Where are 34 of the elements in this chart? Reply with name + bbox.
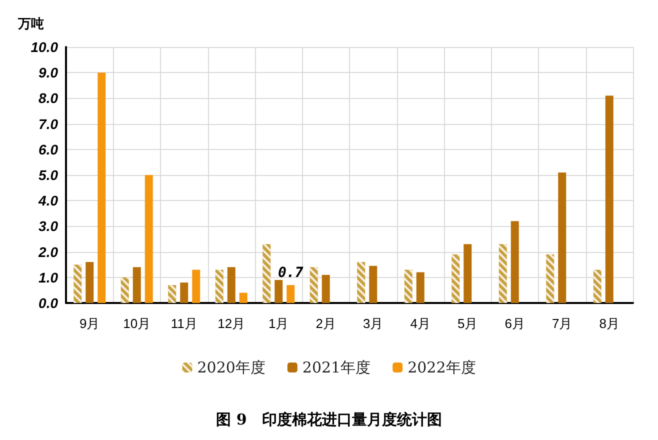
text: 图 9 印度棉花进口量月度统计图 — [216, 410, 442, 428]
x-tick-label: 4月 — [410, 316, 430, 331]
bar — [144, 175, 153, 303]
y-tick-label: 5.0 — [38, 167, 58, 183]
x-tick-label: 10月 — [123, 316, 151, 331]
x-tick-label: 9月 — [80, 316, 100, 331]
bar — [192, 270, 200, 303]
bar — [239, 292, 248, 303]
y-tick-label: 7.0 — [38, 116, 58, 132]
y-tick-label: 4.0 — [38, 192, 58, 209]
x-tick-label: 6月 — [504, 316, 525, 331]
bar — [98, 72, 106, 303]
x-tick-label: 2月 — [316, 316, 336, 331]
x-tick-label: 1月 — [268, 316, 289, 331]
x-tick-label: 8月 — [599, 316, 620, 331]
data-label: 0.7 — [278, 265, 304, 282]
y-tick-label: 6.0 — [38, 141, 58, 158]
y-axis-title: 万吨 — [17, 17, 44, 32]
legend-label: 2022年度 — [408, 358, 476, 376]
x-tick-label: 7月 — [552, 316, 572, 331]
bar — [286, 285, 295, 303]
x-tick-label: 11月 — [170, 316, 198, 331]
x-tick-label: 5月 — [458, 316, 478, 331]
legend-label: 2020年度 — [197, 358, 266, 376]
y-tick-label: 2.0 — [38, 244, 58, 260]
x-tick-label: 12月 — [218, 316, 246, 331]
y-tick-label: 3.0 — [38, 218, 58, 234]
legend-label: 2021年度 — [302, 358, 371, 376]
y-tick-label: 1.0 — [38, 269, 58, 286]
y-tick-label: 8.0 — [38, 90, 58, 106]
y-tick-label: 9.0 — [38, 64, 58, 81]
y-tick-label: 10.0 — [30, 39, 58, 55]
x-tick-label: 3月 — [363, 316, 384, 331]
y-tick-label: 0.0 — [38, 295, 58, 311]
